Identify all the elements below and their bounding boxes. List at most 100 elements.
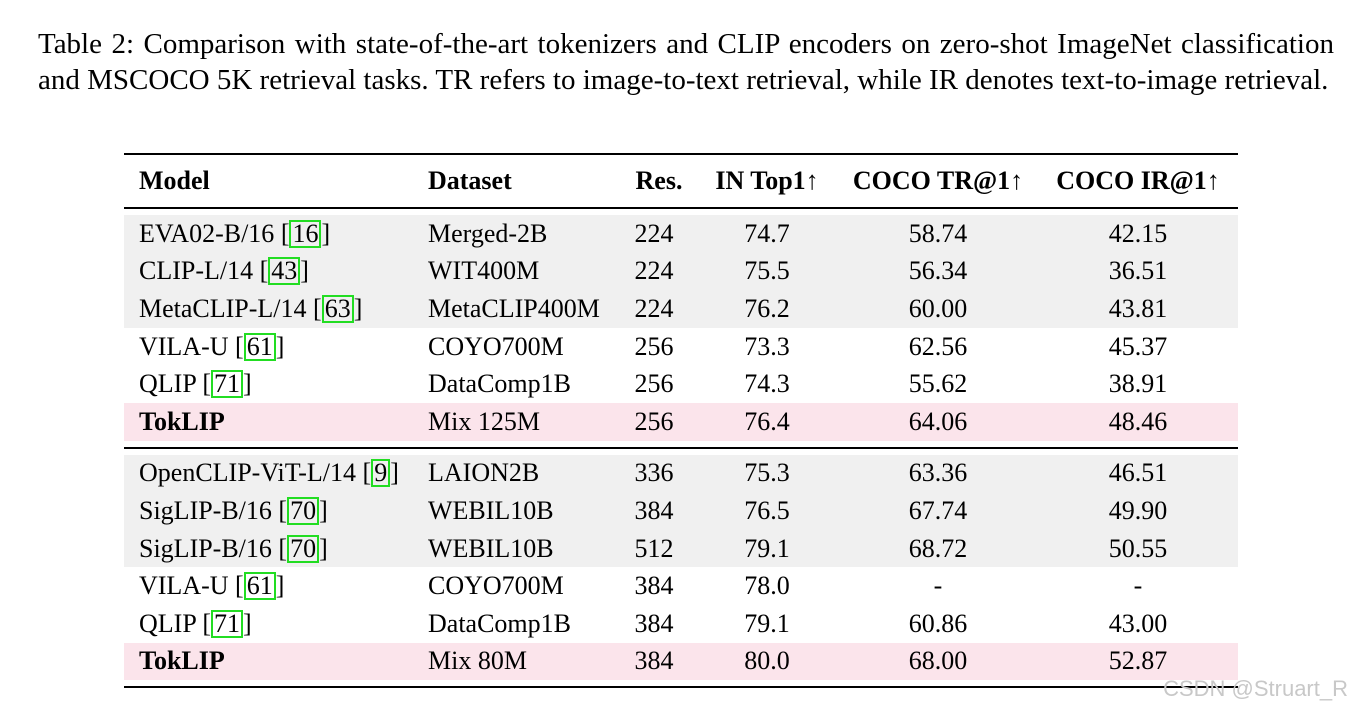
model-name: EVA02-B/16 <box>139 218 275 248</box>
model-name: TokLIP <box>139 646 225 676</box>
header-in-top1: IN Top1↑ <box>715 166 819 195</box>
table-group-2: OpenCLIP-ViT-L/14 [9] LAION2B 336 75.3 63.36… <box>124 446 1238 681</box>
table-row: SigLIP-B/16 [70] WEBIL10B 384 76.5 67.74 49.9… <box>124 492 1238 530</box>
header-dataset: Dataset <box>428 166 512 195</box>
citation-link[interactable]: 61 <box>243 572 276 601</box>
model-name: TokLIP <box>139 406 225 436</box>
cell-coco-tr: 68.00 <box>908 646 968 676</box>
cell-in-top1: 73.3 <box>744 331 790 361</box>
cell-coco-ir: 46.51 <box>1108 458 1168 488</box>
cell-model: TokLIP <box>139 646 225 676</box>
header-model: Model <box>139 166 210 195</box>
header-coco-ir: COCO IR@1↑ <box>1056 166 1220 195</box>
table-row: OpenCLIP-ViT-L/14 [9] LAION2B 336 75.3 63.36… <box>124 454 1238 493</box>
table-row: QLIP [71] DataComp1B 384 79.1 60.86 43.00 <box>124 605 1238 643</box>
cell-dataset: Mix 80M <box>428 646 527 676</box>
cell-dataset: Merged-2B <box>428 218 548 248</box>
table-group-1: EVA02-B/16 [16] Merged-2B 224 74.7 58.74 42.1… <box>124 215 1238 441</box>
cell-coco-tr: 64.06 <box>908 406 968 436</box>
citation-link[interactable]: 70 <box>287 534 320 563</box>
cell-in-top1: 74.3 <box>744 369 790 399</box>
citation-link[interactable]: 16 <box>289 219 322 248</box>
cell-dataset: WEBIL10B <box>428 533 554 563</box>
cell-res: 256 <box>634 369 674 399</box>
cell-dataset: COYO700M <box>428 331 564 361</box>
comparison-table: Model Dataset Res. IN Top1↑ COCO TR@1↑ C… <box>124 153 1238 689</box>
citation-link[interactable]: 71 <box>210 370 243 399</box>
cell-res: 384 <box>634 608 674 638</box>
cell-coco-ir: 42.15 <box>1108 218 1168 248</box>
model-name: SigLIP-B/16 <box>139 495 272 525</box>
cell-res: 384 <box>634 646 674 676</box>
cell-res: 256 <box>634 331 674 361</box>
model-name: OpenCLIP-ViT-L/14 <box>139 458 357 488</box>
cell-coco-ir: - <box>1133 571 1143 601</box>
table-row: MetaCLIP-L/14 [63] MetaCLIP400M 224 76.2 60.… <box>124 290 1238 328</box>
citation-link[interactable]: 43 <box>268 257 301 286</box>
cell-dataset: MetaCLIP400M <box>428 293 600 323</box>
cell-model: QLIP [71] <box>139 608 252 638</box>
cell-model: SigLIP-B/16 [70] <box>139 533 328 563</box>
citation-link[interactable]: 61 <box>243 332 276 361</box>
cell-coco-ir: 45.37 <box>1108 331 1168 361</box>
cell-coco-ir: 43.00 <box>1108 608 1168 638</box>
cell-model: MetaCLIP-L/14 [63] <box>139 293 363 323</box>
table-row: TokLIP Mix 80M 384 80.0 68.00 52.87 <box>124 642 1238 681</box>
cell-coco-tr: 62.56 <box>908 331 968 361</box>
cell-coco-tr: 68.72 <box>908 533 968 563</box>
cell-in-top1: 79.1 <box>744 608 790 638</box>
cell-model: SigLIP-B/16 [70] <box>139 495 328 525</box>
cell-in-top1: 75.3 <box>744 458 790 488</box>
watermark: CSDN @Struart_R <box>1163 676 1348 701</box>
table-row: SigLIP-B/16 [70] WEBIL10B 512 79.1 68.72 50.5… <box>124 529 1238 568</box>
cell-coco-tr: 56.34 <box>908 256 968 286</box>
model-name: VILA-U <box>139 571 229 601</box>
cell-coco-tr: 55.62 <box>908 369 968 399</box>
cell-coco-ir: 50.55 <box>1108 533 1168 563</box>
model-name: CLIP-L/14 <box>139 256 254 286</box>
cell-in-top1: 76.5 <box>744 495 790 525</box>
cell-in-top1: 80.0 <box>744 646 790 676</box>
cell-res: 336 <box>634 458 674 488</box>
cell-dataset: Mix 125M <box>428 406 540 436</box>
cell-res: 224 <box>634 293 674 323</box>
table-row: TokLIP Mix 125M 256 76.4 64.06 48.46 <box>124 402 1238 441</box>
model-name: QLIP <box>139 608 196 638</box>
model-name: VILA-U <box>139 331 229 361</box>
cell-res: 384 <box>634 495 674 525</box>
cell-in-top1: 79.1 <box>744 533 790 563</box>
table-row: VILA-U [61] COYO700M 256 73.3 62.56 45.37 <box>124 328 1238 366</box>
cell-coco-tr: 67.74 <box>908 495 968 525</box>
cell-res: 384 <box>634 571 674 601</box>
citation-link[interactable]: 71 <box>210 609 243 638</box>
citation-link[interactable]: 9 <box>371 459 391 488</box>
model-name: MetaCLIP-L/14 <box>139 293 307 323</box>
cell-model: TokLIP <box>139 407 225 437</box>
cell-coco-tr: 60.86 <box>908 608 968 638</box>
cell-coco-tr: 60.00 <box>908 293 968 323</box>
citation-link[interactable]: 70 <box>287 496 320 525</box>
table-row: CLIP-L/14 [43] WIT400M 224 75.5 56.34 36.51 <box>124 252 1238 291</box>
header-coco-tr: COCO TR@1↑ <box>852 166 1024 195</box>
cell-in-top1: 75.5 <box>744 256 790 286</box>
cell-dataset: WIT400M <box>428 256 540 286</box>
model-name: QLIP <box>139 369 196 399</box>
cell-dataset: DataComp1B <box>428 369 571 399</box>
header-res: Res. <box>635 166 683 195</box>
cell-res: 256 <box>634 406 674 436</box>
table-row: EVA02-B/16 [16] Merged-2B 224 74.7 58.74 42.1… <box>124 215 1238 253</box>
cell-res: 512 <box>634 533 674 563</box>
table-caption: Table 2: Comparison with state-of-the-ar… <box>38 28 1334 96</box>
cell-dataset: WEBIL10B <box>428 495 554 525</box>
cell-coco-tr: 58.74 <box>908 218 968 248</box>
cell-coco-ir: 52.87 <box>1108 646 1168 676</box>
cell-in-top1: 74.7 <box>744 218 790 248</box>
cell-model: OpenCLIP-ViT-L/14 [9] <box>139 458 399 488</box>
cell-dataset: LAION2B <box>428 458 540 488</box>
cell-model: VILA-U [61] <box>139 571 285 601</box>
cell-model: VILA-U [61] <box>139 331 285 361</box>
cell-res: 224 <box>634 218 674 248</box>
cell-coco-tr: - <box>933 571 943 601</box>
cell-dataset: COYO700M <box>428 571 564 601</box>
citation-link[interactable]: 63 <box>321 294 354 323</box>
